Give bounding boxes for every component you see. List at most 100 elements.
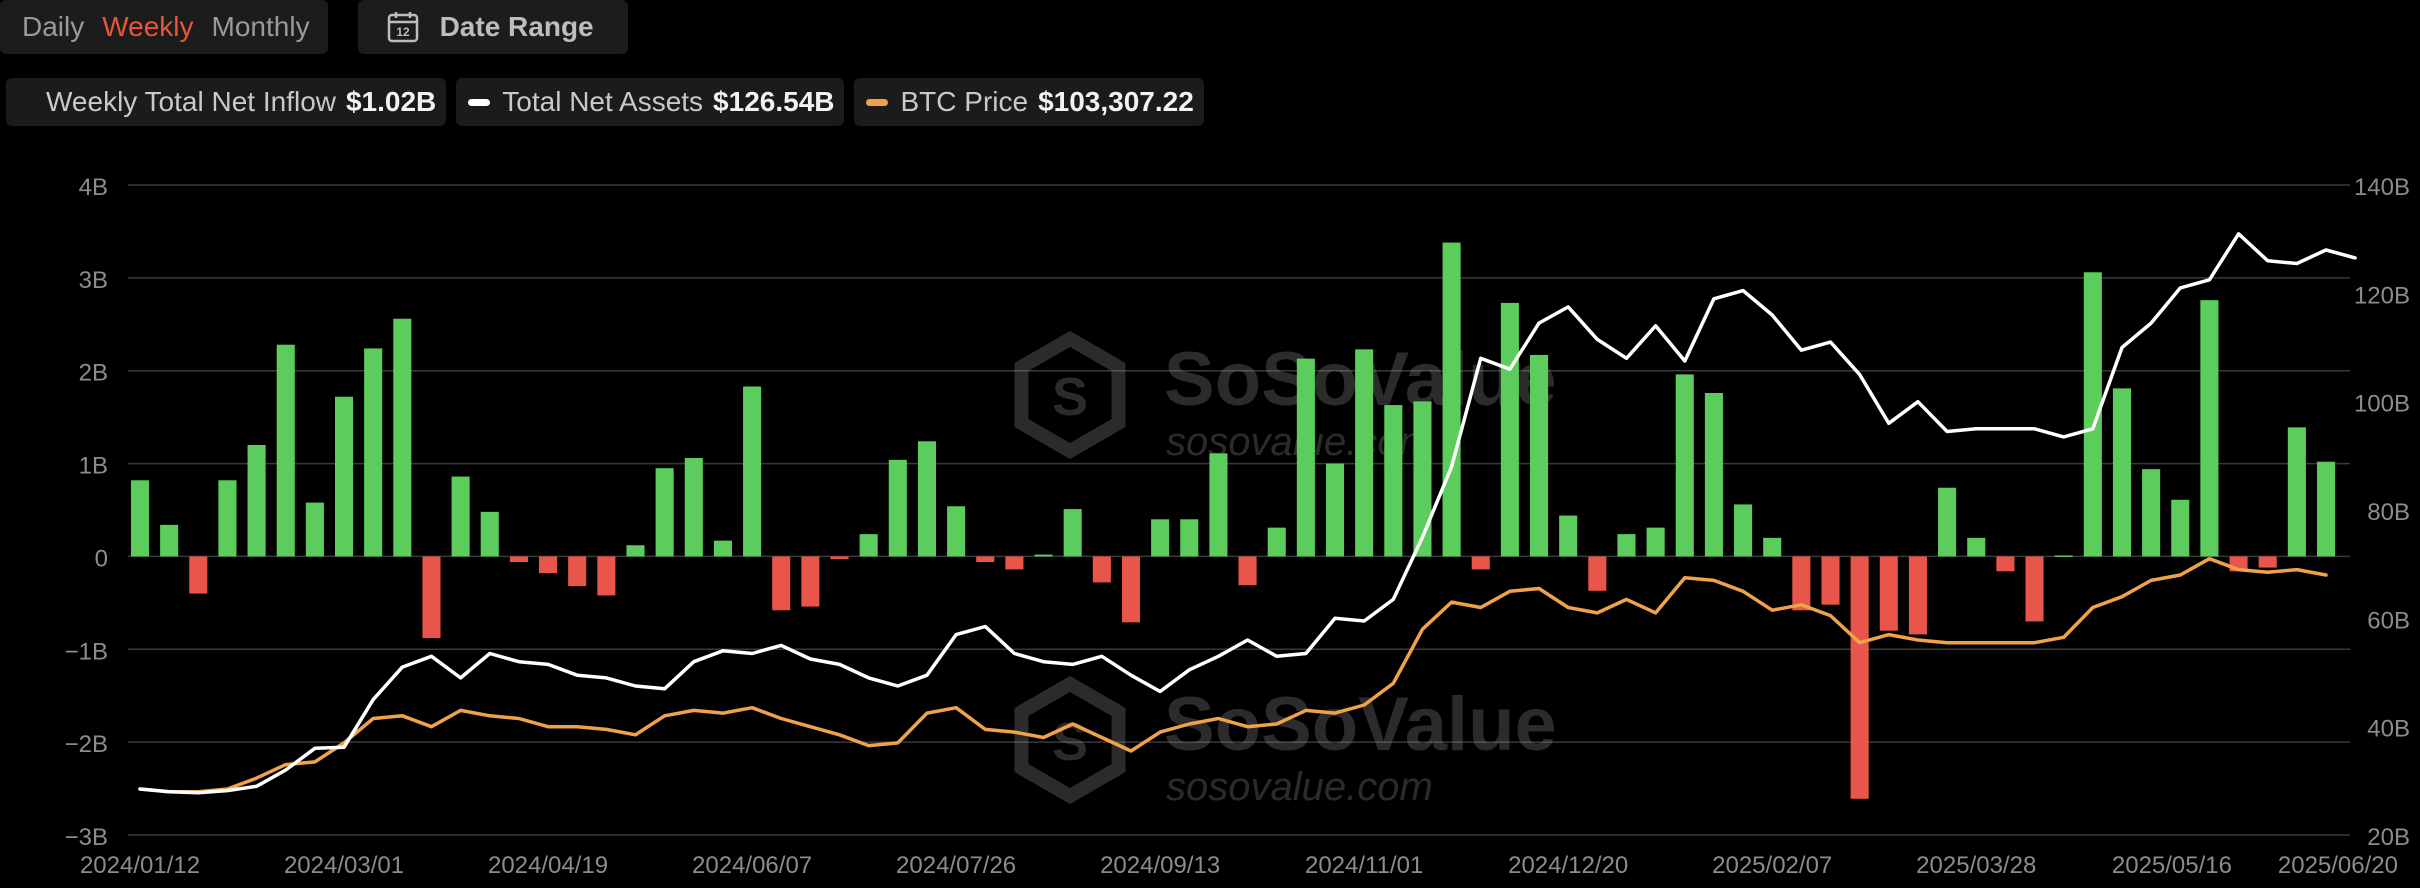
inflow-bar [1646, 527, 1665, 557]
inflow-bar [1850, 556, 1869, 799]
x-axis-tick-label: 2025/02/07 [1712, 852, 1832, 879]
inflow-bar [1821, 556, 1840, 605]
left-axis-ticks: 4B 3B 2B 1B 0 −1B −2B −3B [65, 174, 108, 851]
logo-mark-icon: S [1052, 367, 1088, 427]
logo-hexagon-icon [1014, 675, 1126, 805]
tab-monthly[interactable]: Monthly [211, 11, 310, 42]
x-axis-tick-label: 2024/12/20 [1508, 852, 1628, 879]
inflow-bar [888, 459, 907, 557]
inflow-bar [859, 534, 878, 557]
legend: Weekly Total Net Inflow $1.02B Total Net… [6, 78, 1204, 126]
line-swatch-icon [468, 98, 491, 106]
right-axis-tick-label: 100B [2354, 391, 2410, 418]
inflow-bar [568, 556, 587, 587]
inflow-bar [2054, 555, 2073, 557]
x-axis-tick-label: 2025/06/20 [2278, 852, 2398, 879]
legend-item-net-inflow[interactable]: Weekly Total Net Inflow $1.02B [6, 78, 447, 126]
inflow-bar [160, 524, 179, 557]
legend-label: BTC Price [900, 86, 1029, 117]
date-range-button[interactable]: 12 Date Range [357, 0, 628, 54]
legend-value: $1.02B [345, 86, 437, 117]
x-axis-tick-label: 2024/09/13 [1100, 852, 1220, 879]
legend-value: $126.54B [713, 86, 835, 117]
inflow-bar [1675, 374, 1694, 557]
inflow-bar [917, 441, 936, 557]
x-axis-tick-label: 2024/01/12 [80, 852, 200, 879]
left-axis-tick-label: 3B [79, 267, 108, 294]
inflow-bar [480, 511, 499, 557]
right-axis-ticks: 140B 120B 100B 80B 60B 40B 20B [2354, 174, 2410, 851]
inflow-bar [684, 458, 703, 557]
inflow-bar [1063, 509, 1082, 557]
inflow-bar [422, 556, 441, 639]
line-swatch-icon [866, 98, 889, 106]
inflow-bar [1908, 556, 1927, 635]
inflow-bar [626, 545, 645, 557]
inflow-bar [1734, 504, 1753, 557]
left-axis-tick-label: −1B [65, 638, 108, 665]
legend-item-total-net-assets[interactable]: Total Net Assets $126.54B [456, 78, 845, 126]
inflow-bar [1471, 556, 1490, 570]
inflow-bar [451, 476, 470, 557]
inflow-bar [1238, 556, 1257, 586]
legend-label: Total Net Assets [502, 86, 704, 117]
inflow-bar [276, 344, 295, 557]
right-axis-tick-label: 60B [2367, 607, 2410, 634]
inflow-bar [218, 480, 237, 557]
inflow-bar [597, 556, 616, 596]
logo-mark-icon: S [1052, 712, 1088, 772]
inflow-bar [1879, 556, 1898, 631]
left-axis-tick-label: 0 [95, 545, 108, 572]
inflow-bar [1500, 302, 1519, 557]
inflow-bar [1996, 556, 2015, 572]
inflow-bar [772, 556, 791, 611]
inflow-bar [1355, 349, 1374, 557]
inflow-bar [247, 445, 266, 557]
tab-daily[interactable]: Daily [22, 11, 85, 42]
inflow-bar [1384, 405, 1403, 557]
inflow-bar [334, 396, 354, 557]
inflow-bar [655, 468, 674, 557]
inflow-bar [713, 540, 732, 557]
inflow-bar [1938, 487, 1957, 557]
inflow-bar [2287, 427, 2306, 557]
inflow-bar [1296, 358, 1315, 557]
watermark-brand: SoSoValue [1164, 682, 1557, 767]
inflow-bar [1617, 534, 1636, 557]
inflow-bar [801, 556, 820, 607]
inflow-bar [1121, 556, 1141, 623]
date-range-label: Date Range [439, 11, 594, 42]
inflow-bar [1588, 556, 1607, 591]
inflow-bar [1092, 556, 1111, 583]
calendar-icon: 12 [387, 12, 418, 43]
tab-weekly[interactable]: Weekly [102, 11, 194, 42]
inflow-bar [1530, 354, 1549, 557]
inflow-bar [509, 556, 528, 562]
inflow-bar [2142, 469, 2161, 557]
inflow-bar [1209, 453, 1228, 557]
x-axis-tick-label: 2024/06/07 [692, 852, 812, 879]
inflow-bar [1763, 537, 1782, 557]
inflow-bar [1151, 519, 1170, 557]
toolbar: Daily Weekly Monthly 12 Date Range [0, 0, 628, 54]
inflow-bar [1967, 537, 1986, 557]
inflow-bar [2171, 499, 2190, 557]
inflow-bar [2200, 300, 2219, 557]
inflow-bar [743, 386, 762, 557]
inflow-bar [393, 318, 412, 557]
bar-swatch-icon [18, 93, 34, 111]
left-axis-tick-label: −2B [65, 731, 108, 758]
x-axis-tick-label: 2025/03/28 [1916, 852, 2036, 879]
inflow-bar [830, 556, 849, 560]
inflow-bar [1034, 554, 1053, 557]
interval-selector: Daily Weekly Monthly [0, 0, 328, 54]
inflow-bar [2083, 272, 2102, 557]
inflow-bar [976, 556, 995, 562]
legend-item-btc-price[interactable]: BTC Price $103,307.22 [854, 78, 1204, 126]
right-axis-tick-label: 20B [2367, 824, 2410, 851]
watermark-url: sosovalue.com [1166, 765, 1433, 809]
inflow-bar [2025, 556, 2044, 622]
calendar-day-number: 12 [396, 25, 410, 39]
left-axis-tick-label: −3B [65, 824, 108, 851]
inflow-bar [2258, 556, 2277, 568]
